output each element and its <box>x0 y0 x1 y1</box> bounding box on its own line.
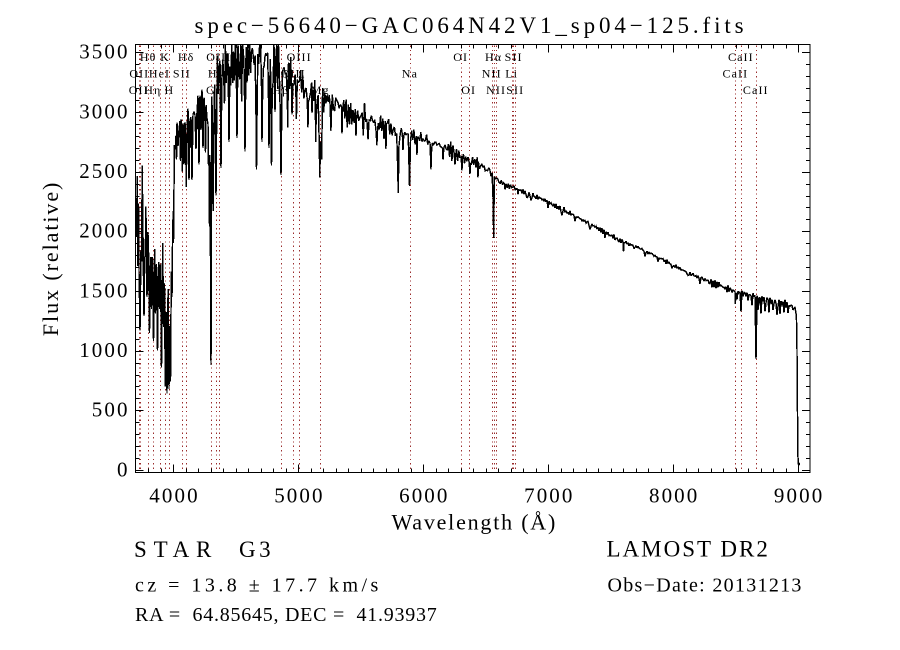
svg-text:H: H <box>165 83 175 97</box>
svg-text:Hη: Hη <box>144 83 161 97</box>
svg-text:SII: SII <box>505 50 523 64</box>
svg-text:CaII: CaII <box>743 83 769 97</box>
svg-text:8000: 8000 <box>649 484 699 508</box>
svg-text:500: 500 <box>92 398 130 422</box>
svg-text:OI: OI <box>453 50 468 64</box>
svg-text:CaII: CaII <box>728 50 754 64</box>
svg-text:1500: 1500 <box>79 278 129 302</box>
svg-text:0: 0 <box>117 457 130 481</box>
svg-text:cz = 13.8 ± 17.7 km/s: cz = 13.8 ± 17.7 km/s <box>135 575 382 597</box>
svg-text:OIII: OIII <box>206 50 231 64</box>
svg-text:Hδ: Hδ <box>178 50 195 64</box>
svg-text:NII: NII <box>486 83 506 97</box>
svg-text:G3: G3 <box>239 537 274 562</box>
svg-text:STAR: STAR <box>134 537 218 562</box>
svg-text:Li: Li <box>505 67 518 81</box>
svg-text:Flux (relative): Flux (relative) <box>38 181 63 336</box>
svg-text:OII: OII <box>129 67 149 81</box>
svg-text:G: G <box>206 83 216 97</box>
svg-text:1000: 1000 <box>79 338 129 362</box>
svg-text:CaII: CaII <box>723 67 749 81</box>
svg-text:Hα: Hα <box>485 50 502 64</box>
svg-text:RA = 64.85645, DEC = 41.9393: RA = 64.85645, DEC = 41.93937 <box>135 604 438 626</box>
svg-text:Obs−Date: 20131213: Obs−Date: 20131213 <box>608 575 803 597</box>
svg-text:Na: Na <box>402 67 418 81</box>
svg-text:OII: OII <box>129 83 149 97</box>
svg-text:K: K <box>160 50 170 64</box>
svg-text:2000: 2000 <box>79 219 129 243</box>
svg-text:2500: 2500 <box>79 159 129 183</box>
svg-text:OI: OI <box>461 83 476 97</box>
svg-text:6000: 6000 <box>399 484 449 508</box>
svg-text:Hθ: Hθ <box>140 50 157 64</box>
svg-text:7000: 7000 <box>524 484 574 508</box>
svg-text:5000: 5000 <box>274 484 324 508</box>
svg-text:NII: NII <box>482 67 502 81</box>
svg-text:HeI: HeI <box>149 67 170 81</box>
svg-text:3000: 3000 <box>79 99 129 123</box>
svg-text:4000: 4000 <box>149 484 199 508</box>
svg-text:SII: SII <box>173 67 191 81</box>
svg-text:LAMOST DR2: LAMOST DR2 <box>607 537 770 562</box>
svg-text:OIII: OIII <box>287 50 312 64</box>
svg-text:spec−56640−GAC064N42V1_sp04−12: spec−56640−GAC064N42V1_sp04−125.fits <box>194 13 747 38</box>
svg-text:9000: 9000 <box>774 484 824 508</box>
svg-text:3500: 3500 <box>79 40 129 64</box>
svg-text:Wavelength (Å): Wavelength (Å) <box>391 510 557 535</box>
svg-text:SII: SII <box>506 83 524 97</box>
